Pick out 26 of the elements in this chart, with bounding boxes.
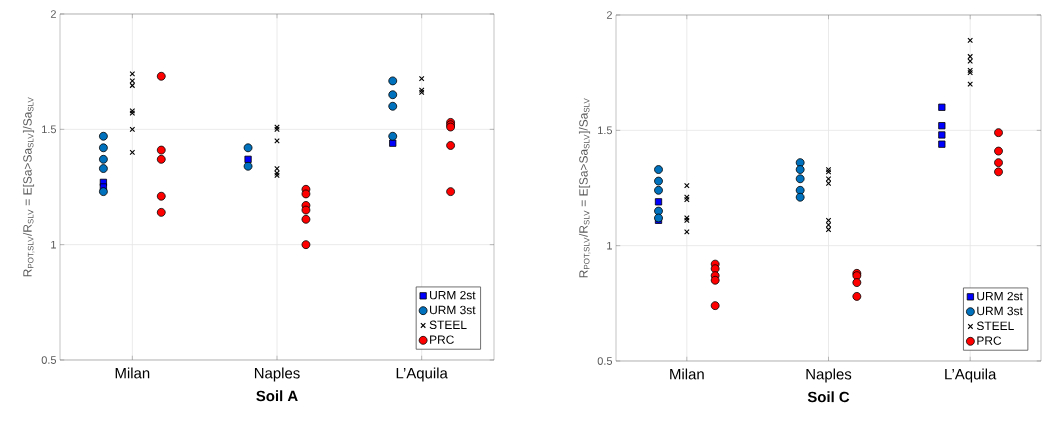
x-tick-label: Naples: [806, 368, 852, 383]
legend-label: URM 2st: [430, 290, 476, 300]
x-tick-label: Milan: [670, 368, 704, 380]
legend-label: PRC: [977, 336, 1002, 345]
y-axis-title: R$_{POT,SLV}$/R$_{SLV}$ = E[Sa>Sa$_{SLV}$]/Sa$_{SLV}$: [578, 98, 591, 278]
legend-label: URM 3st: [430, 305, 476, 315]
legend-label: STEEL: [429, 320, 467, 330]
legend-label: URM 3st: [977, 306, 1023, 316]
y-tick-label: 0.5: [41, 356, 57, 364]
legend-label: URM 2st: [977, 291, 1023, 301]
y-tick-label: 1.5: [42, 125, 57, 134]
y-tick-label: 2: [50, 10, 56, 18]
y-tick-label: 1: [607, 241, 612, 250]
x-axis-title: Soil A: [256, 390, 298, 402]
legend-label: STEEL: [976, 321, 1014, 331]
x-tick-label: Milan: [115, 367, 150, 379]
y-tick-label: 1.5: [598, 126, 613, 135]
legend-label: PRC: [430, 335, 454, 344]
x-tick-label: L’Aquila: [945, 368, 997, 383]
y-axis-title: R$_{POT,SLV}$/R$_{SLV}$ = E[Sa>Sa$_{SLV}$]/Sa$_{SLV}$: [22, 97, 35, 277]
y-tick-label: 1: [51, 240, 56, 249]
x-tick-label: L’Aquila: [396, 367, 448, 382]
y-tick-label: 0.5: [597, 357, 613, 365]
x-tick-label: Naples: [254, 367, 300, 382]
x-axis-title: Soil C: [807, 391, 850, 403]
y-tick-label: 2: [606, 11, 612, 19]
